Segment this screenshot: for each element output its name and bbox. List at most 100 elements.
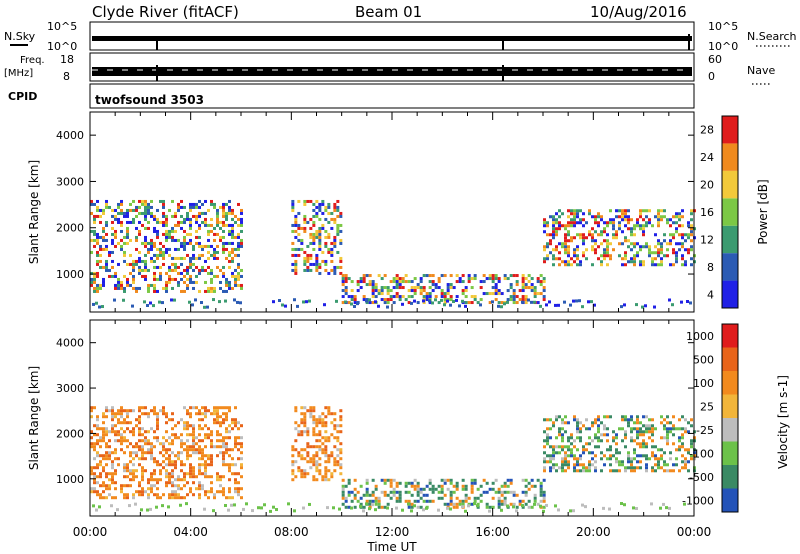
data-cell	[612, 439, 615, 443]
data-cell	[675, 257, 678, 261]
data-cell	[138, 205, 141, 209]
data-cell	[576, 469, 579, 473]
data-cell	[168, 442, 171, 446]
data-cell	[168, 463, 171, 467]
data-cell	[315, 460, 319, 464]
data-cell	[452, 484, 456, 488]
data-cell	[648, 218, 651, 222]
data-cell	[630, 427, 633, 431]
data-cell	[392, 493, 396, 497]
data-cell	[144, 235, 147, 239]
data-cell	[207, 490, 210, 494]
data-cell	[147, 226, 150, 230]
data-cell	[207, 286, 210, 290]
data-cell	[204, 244, 207, 248]
data-cell	[573, 254, 576, 258]
data-cell	[639, 466, 642, 470]
data-cell	[138, 406, 141, 410]
data-cell	[216, 232, 219, 236]
data-cell	[455, 274, 459, 278]
data-cell	[189, 277, 192, 281]
data-cell	[147, 211, 150, 215]
data-cell	[303, 475, 307, 479]
data-cell	[374, 499, 378, 503]
data-cell	[144, 436, 147, 440]
data-cell	[470, 502, 474, 506]
data-cell	[108, 451, 111, 455]
data-cell	[111, 424, 114, 428]
data-cell	[198, 409, 201, 413]
data-cell	[114, 457, 117, 461]
data-cell	[333, 427, 337, 431]
data-cell	[654, 257, 657, 261]
data-cell	[126, 415, 129, 419]
data-cell	[645, 245, 648, 249]
data-cell	[228, 496, 231, 500]
data-cell	[245, 502, 248, 506]
data-cell	[155, 505, 158, 509]
data-cell	[684, 260, 687, 264]
data-cell	[315, 478, 319, 482]
data-cell	[123, 289, 126, 293]
data-cell	[180, 442, 183, 446]
nsky-label: N.Sky	[4, 30, 36, 43]
data-cell	[615, 460, 618, 464]
data-cell	[546, 254, 549, 258]
data-cell	[690, 233, 693, 237]
data-cell	[189, 259, 192, 263]
data-cell	[162, 493, 165, 497]
data-cell	[341, 502, 345, 506]
data-cell	[171, 439, 174, 443]
data-cell	[330, 211, 334, 215]
data-cell	[327, 478, 331, 482]
data-cell	[306, 451, 310, 455]
data-cell	[548, 300, 551, 304]
data-cell	[567, 230, 570, 234]
data-cell	[189, 241, 192, 245]
data-cell	[660, 263, 663, 267]
data-cell	[183, 241, 186, 245]
data-cell	[216, 421, 219, 425]
data-cell	[185, 502, 188, 506]
data-cell	[144, 244, 147, 248]
data-cell	[300, 238, 304, 242]
data-cell	[333, 268, 337, 272]
data-cell	[344, 484, 348, 488]
data-cell	[135, 259, 138, 263]
data-cell	[90, 436, 93, 440]
data-cell	[678, 215, 681, 219]
data-cell	[630, 233, 633, 237]
data-cell	[225, 445, 228, 449]
data-cell	[138, 232, 141, 236]
data-cell	[114, 472, 117, 476]
data-cell	[123, 421, 126, 425]
data-cell	[183, 229, 186, 233]
data-cell	[225, 289, 228, 293]
data-cell	[303, 217, 307, 221]
data-cell	[321, 475, 325, 479]
data-cell	[153, 406, 156, 410]
data-cell	[93, 286, 96, 290]
data-cell	[165, 247, 168, 251]
data-cell	[503, 499, 507, 503]
data-cell	[150, 490, 153, 494]
data-cell	[144, 439, 147, 443]
data-cell	[362, 280, 366, 284]
data-cell	[398, 493, 402, 497]
data-cell	[321, 436, 325, 440]
data-cell	[642, 439, 645, 443]
data-cell	[651, 454, 654, 458]
data-cell	[620, 305, 623, 309]
data-cell	[503, 490, 507, 494]
data-cell	[99, 247, 102, 251]
data-cell	[609, 242, 612, 246]
data-cell	[114, 439, 117, 443]
data-cell	[168, 280, 171, 284]
data-cell	[645, 457, 648, 461]
velocity-data-cells	[90, 406, 696, 513]
data-cell	[479, 298, 483, 302]
data-cell	[567, 421, 570, 425]
data-cell	[225, 247, 228, 251]
data-cell	[318, 235, 322, 239]
data-cell	[132, 409, 135, 413]
